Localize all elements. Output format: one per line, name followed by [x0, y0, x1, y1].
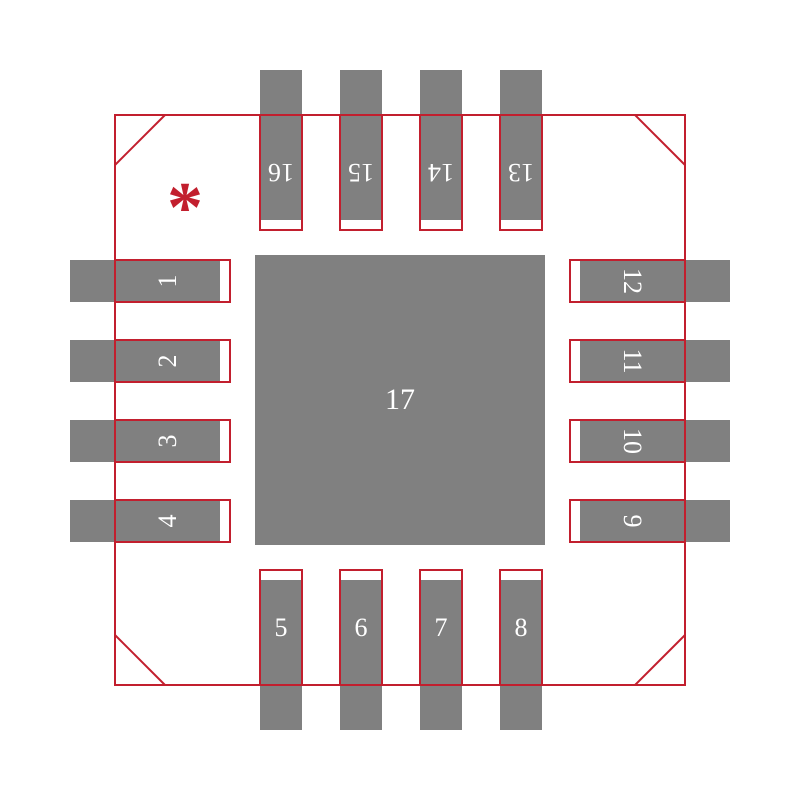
pin-label-group: 13 — [508, 158, 534, 187]
pin-label: 12 — [618, 268, 647, 294]
pin-label: 4 — [153, 515, 182, 528]
pin-pad — [340, 580, 382, 730]
pin-label-group: 5 — [275, 613, 288, 642]
center-pad-label: 17 — [385, 383, 415, 416]
pin-label: 6 — [355, 613, 368, 642]
pin-pad — [70, 340, 220, 382]
pin-pad — [70, 260, 220, 302]
pin-label-group: 10 — [618, 428, 647, 454]
pin-label: 15 — [348, 158, 374, 187]
pin-label-group: 8 — [515, 613, 528, 642]
pin-label: 2 — [153, 355, 182, 368]
pin-label: 13 — [508, 158, 534, 187]
pin1-marker: * — [167, 168, 203, 248]
pin-pad — [500, 70, 542, 220]
pin-pad — [580, 340, 730, 382]
pin-label: 9 — [618, 515, 647, 528]
pin-pad — [420, 580, 462, 730]
pin-label-group: 16 — [268, 158, 294, 187]
pin-label-group: 11 — [618, 348, 647, 373]
pin-pad — [580, 420, 730, 462]
pin-label-group: 15 — [348, 158, 374, 187]
pin-label-group: 4 — [153, 515, 182, 528]
pin-label: 10 — [618, 428, 647, 454]
pin-label: 8 — [515, 613, 528, 642]
pin-label: 1 — [153, 275, 182, 288]
pin-label: 14 — [428, 158, 454, 187]
pin-label-group: 12 — [618, 268, 647, 294]
pin-pad — [580, 260, 730, 302]
pin-label-group: 3 — [153, 435, 182, 448]
pin-pad — [580, 500, 730, 542]
pin-label-group: 7 — [435, 613, 448, 642]
pin-label-group: 14 — [428, 158, 454, 187]
pin-label: 5 — [275, 613, 288, 642]
corner-chamfer — [635, 635, 685, 685]
pin-pad — [70, 500, 220, 542]
pin-label: 16 — [268, 158, 294, 187]
pin-label-group: 6 — [355, 613, 368, 642]
pin-label-group: 9 — [618, 515, 647, 528]
corner-chamfer — [115, 115, 165, 165]
pin-pad — [340, 70, 382, 220]
pin-label-group: 2 — [153, 355, 182, 368]
pin-pad — [500, 580, 542, 730]
pin-pad — [70, 420, 220, 462]
qfn-footprint-diagram: 1712345678910111213141516* — [0, 0, 800, 800]
pin-label: 7 — [435, 613, 448, 642]
pin-pad — [260, 70, 302, 220]
corner-chamfer — [115, 635, 165, 685]
pin-label-group: 1 — [153, 275, 182, 288]
pin-pad — [420, 70, 462, 220]
pin-pad — [260, 580, 302, 730]
corner-chamfer — [635, 115, 685, 165]
pin-label: 3 — [153, 435, 182, 448]
pin-label: 11 — [618, 348, 647, 373]
